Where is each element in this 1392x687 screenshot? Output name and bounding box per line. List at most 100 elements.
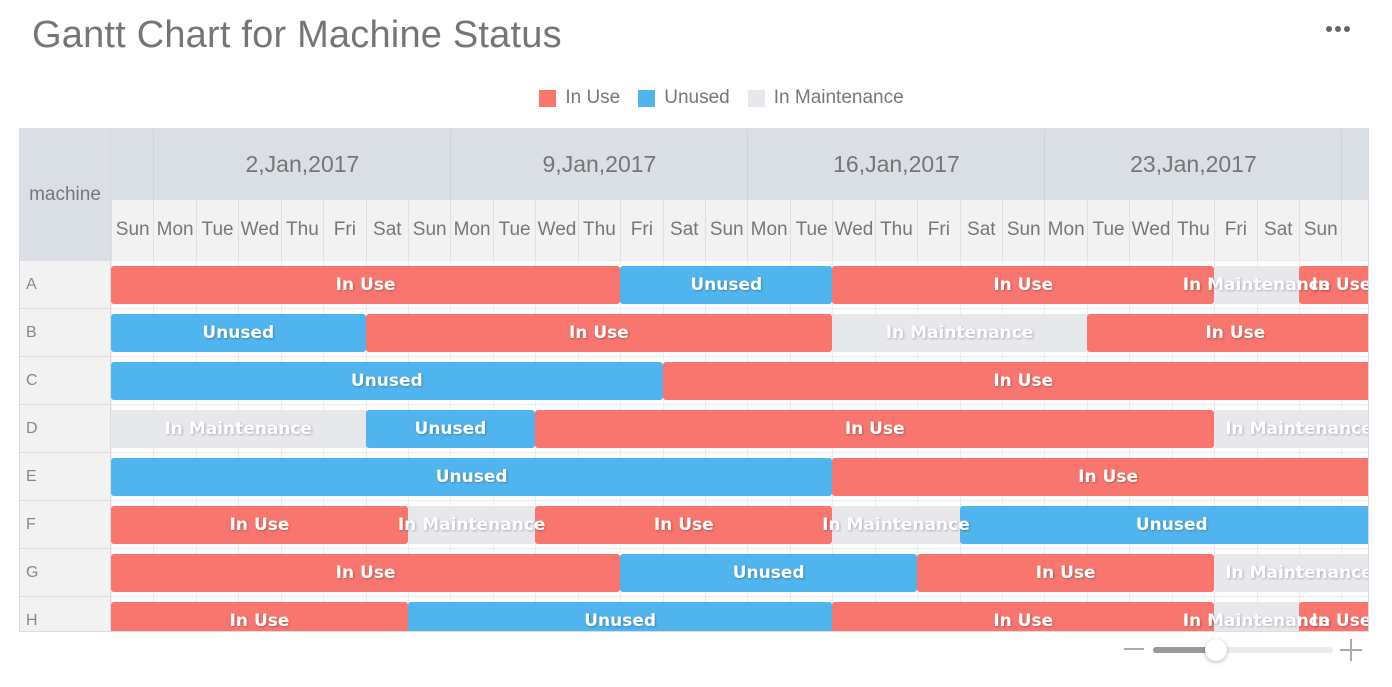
gantt-bar-unused[interactable]: Unused [111, 362, 663, 400]
day-header-cell: Wed [238, 200, 280, 260]
legend-item-in-maintenance[interactable]: In Maintenance [747, 87, 904, 109]
day-header-cell: Sun [408, 200, 450, 260]
gantt-bar-in-use[interactable]: In Use [1299, 266, 1368, 304]
day-header-cell: Mon [153, 200, 195, 260]
gantt-bar-in-use[interactable]: In Use [111, 506, 408, 544]
gantt-row: In Use In Maintenance In Use In Maintenance… [111, 500, 1368, 548]
gantt-bar-in-maintenance[interactable]: In Maintenance [822, 506, 970, 544]
gantt-bar-in-use[interactable]: In Use [111, 554, 621, 592]
gantt-bar-label: In Maintenance [885, 323, 1034, 343]
day-header-cell: Tue [1086, 200, 1129, 260]
gantt-bar-in-use[interactable]: In Use [832, 458, 1368, 496]
chart-title: Gantt Chart for Machine Status [32, 14, 562, 56]
day-header-cell: Sun [1002, 200, 1044, 260]
gantt-bar-unused[interactable]: Unused [620, 266, 833, 304]
legend-label: Unused [664, 87, 730, 108]
day-header-cell: Sun [111, 200, 153, 260]
gantt-bar-unused[interactable]: Unused [408, 602, 833, 631]
gantt-bar-in-use[interactable]: In Use [917, 554, 1215, 592]
gantt-bar-in-maintenance[interactable]: In Maintenance [111, 410, 366, 448]
more-horizontal-icon [1335, 26, 1341, 32]
machine-column-header: machine [20, 129, 111, 260]
gantt-row: In Use Unused In Use In Maintenance [111, 548, 1368, 596]
day-header-cell: Mon [747, 200, 789, 260]
gantt-bar-label: In Maintenance [164, 419, 313, 439]
gantt-bar-in-use[interactable]: In Use [535, 410, 1215, 448]
gantt-bar-label: Unused [584, 611, 657, 631]
zoom-slider-thumb[interactable] [1205, 639, 1227, 661]
gantt-bar-unused[interactable]: Unused [620, 554, 918, 592]
gantt-bar-label: In Use [653, 515, 714, 535]
gantt-bar-label: In Use [569, 323, 629, 343]
machine-label: H [20, 596, 111, 631]
gantt-row: Unused In Use In Maintenance In Use [111, 308, 1368, 356]
gantt-bar-label: In Use [844, 419, 905, 439]
machine-label: B [20, 308, 111, 356]
day-header-cell: Wed [832, 200, 874, 260]
legend-label: In Maintenance [773, 87, 904, 108]
gantt-bar-label: In Use [1035, 563, 1096, 583]
gantt-bar-in-use[interactable]: In Use [111, 266, 621, 304]
gantt-bar-in-maintenance[interactable]: In Maintenance [1214, 554, 1368, 592]
day-header-cell: Mon [450, 200, 492, 260]
legend-item-unused[interactable]: Unused [638, 87, 730, 109]
zoom-in-button[interactable] [1340, 639, 1362, 661]
gantt-bar-in-maintenance[interactable]: In Maintenance [1214, 410, 1368, 448]
more-options-button[interactable] [1326, 26, 1354, 36]
day-header-cell: Fri [917, 200, 959, 260]
zoom-slider[interactable] [1153, 639, 1333, 661]
gantt-bar-label: Unused [414, 419, 487, 439]
gantt-bar-label: In Maintenance [1182, 611, 1331, 631]
gantt-bar-in-maintenance[interactable]: In Maintenance [832, 314, 1087, 352]
day-header-cell: Sat [959, 200, 1002, 260]
gantt-bar-unused[interactable]: Unused [111, 314, 366, 352]
day-header-cell: Sun [1299, 200, 1341, 260]
gantt-bar-in-maintenance[interactable]: In Maintenance [398, 506, 545, 544]
gantt-bar-label: Unused [350, 371, 423, 391]
gantt-bar-in-use[interactable]: In Use [535, 506, 833, 544]
gantt-bar-label: In Maintenance [822, 515, 970, 535]
gantt-bar-unused[interactable]: Unused [365, 410, 536, 448]
gantt-bar-label: Unused [1135, 515, 1208, 535]
gantt-bar-in-use[interactable]: In Use [1299, 602, 1369, 631]
gantt-bar-label: Unused [202, 323, 275, 343]
day-header-cell: Thu [1171, 200, 1214, 260]
legend-label: In Use [565, 87, 621, 108]
day-header-row: Sun Mon Tue Wed Thu Fri Sat Sun Mon Tue Wed Thu Fri S… [111, 200, 1368, 260]
day-header-cell: Mon [1044, 200, 1086, 260]
machine-label: A [20, 260, 111, 308]
gantt-bar-unused[interactable]: Unused [111, 458, 833, 496]
day-header-cell: Sat [365, 200, 408, 260]
gantt-bar-label: Unused [435, 467, 508, 487]
gantt-bar-in-maintenance[interactable]: In Maintenance [1183, 602, 1330, 631]
zoom-slider-fill [1153, 647, 1216, 653]
more-horizontal-icon [1326, 26, 1332, 32]
gantt-bar-unused[interactable]: Unused [959, 506, 1368, 544]
gantt-bar-in-use[interactable]: In Use [365, 314, 833, 352]
gantt-bar-in-use[interactable]: In Use [662, 362, 1368, 400]
gantt-bar-label: In Use [1311, 611, 1369, 631]
legend-swatch-in-use [539, 89, 557, 107]
gantt-bar-in-use[interactable]: In Use [1086, 314, 1368, 352]
day-header-cell: Fri [620, 200, 662, 260]
day-header-cell: Thu [577, 200, 620, 260]
gantt-bar-in-use[interactable]: In Use [111, 602, 408, 631]
zoom-out-button[interactable] [1124, 648, 1144, 650]
gantt-bar-label: In Maintenance [1182, 275, 1331, 295]
gantt-bar-label: Unused [732, 563, 805, 583]
gantt-bar-in-use[interactable]: In Use [832, 266, 1215, 304]
day-header-cell: Wed [535, 200, 577, 260]
gantt-bar-in-maintenance[interactable]: In Maintenance [1183, 266, 1330, 304]
machine-label: G [20, 548, 111, 596]
legend-item-in-use[interactable]: In Use [539, 87, 620, 109]
day-header-cell: Sat [1256, 200, 1299, 260]
gantt-bar-in-use[interactable]: In Use [832, 602, 1215, 631]
day-header-cell: Tue [195, 200, 238, 260]
machine-label: D [20, 404, 111, 452]
day-header-cell: Wed [1129, 200, 1171, 260]
gantt-bar-label: In Use [335, 563, 396, 583]
week-header-cell: 2,Jan,2017 [153, 129, 450, 200]
gantt-bar-label: In Use [993, 611, 1054, 631]
gantt-bar-label: In Use [229, 611, 290, 631]
week-header-cell: 16,Jan,2017 [747, 129, 1044, 200]
